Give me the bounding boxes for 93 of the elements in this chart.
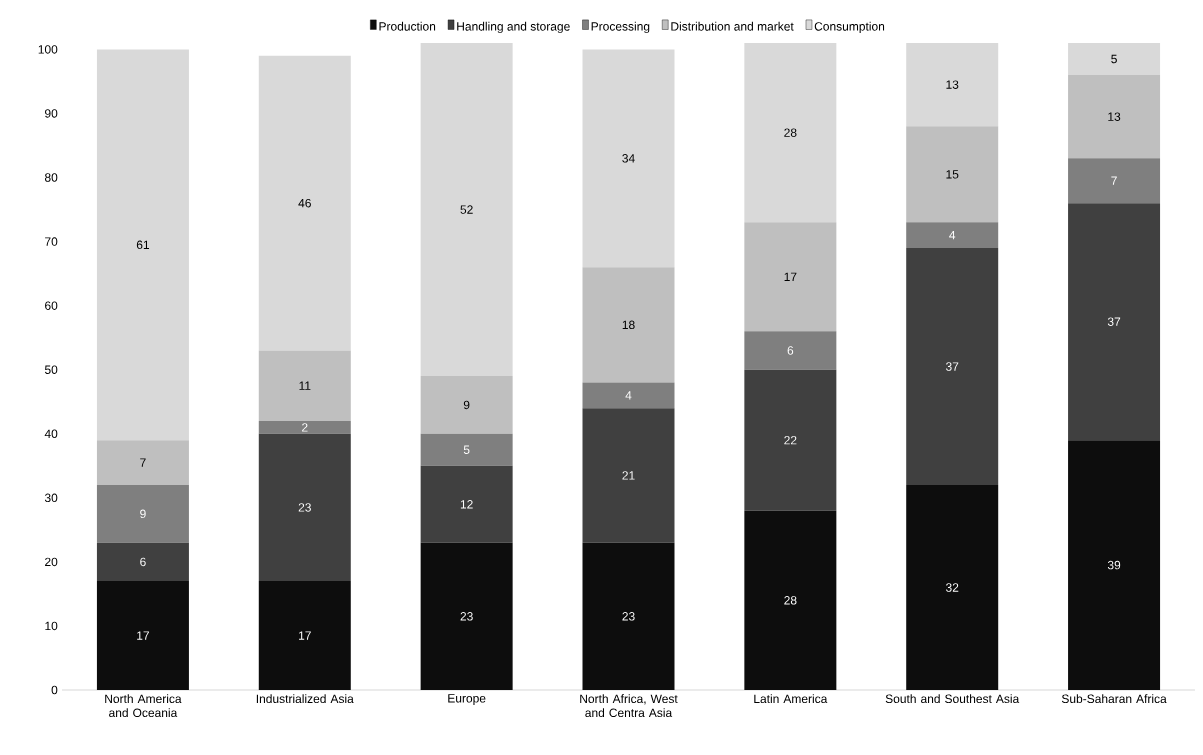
bar [744, 222, 837, 332]
y-tick-label: 80 [44, 173, 58, 182]
x-tick-label: Europe [448, 694, 486, 705]
legend-label: Distribution and market [671, 21, 794, 31]
bar [1068, 203, 1161, 441]
legend-label: Production [379, 21, 436, 31]
data-label: 61 [136, 240, 150, 250]
data-label: 21 [622, 471, 635, 480]
data-label: 17 [299, 631, 311, 640]
bar [582, 49, 675, 268]
bar [906, 42, 999, 127]
legend-label: Consumption [814, 21, 885, 34]
data-label: 12 [460, 500, 473, 509]
data-label: 23 [460, 612, 473, 621]
data-label: 46 [298, 198, 311, 208]
bar [744, 369, 837, 511]
data-label: 15 [946, 170, 959, 179]
legend-label: Processing [591, 21, 650, 34]
data-label: 23 [622, 612, 635, 621]
bar [258, 433, 351, 582]
y-tick-label: 50 [44, 365, 58, 374]
bar [582, 267, 675, 383]
data-label: 7 [1111, 176, 1117, 185]
data-label: 28 [784, 596, 797, 605]
data-label: 4 [949, 231, 956, 240]
bar [582, 408, 675, 543]
y-tick-label: 40 [44, 429, 58, 439]
bar [420, 433, 513, 466]
bar [96, 542, 189, 582]
y-tick-label: 60 [45, 301, 58, 310]
x-tick-label: North Africa, West and Centra Asia [580, 694, 678, 718]
x-tick-label: South and Southest Asia [885, 694, 1020, 704]
y-tick-label: 70 [45, 237, 58, 246]
x-tick-label: North America and Oceania [105, 694, 182, 718]
bar [420, 465, 513, 543]
bar [1068, 75, 1161, 159]
data-label: 18 [622, 320, 635, 330]
data-label: 28 [784, 128, 797, 137]
bar [258, 420, 351, 434]
data-label: 52 [460, 205, 473, 214]
bar [582, 382, 675, 409]
x-tick-label: Latin America [754, 694, 828, 704]
data-label: 11 [299, 381, 311, 390]
data-label: 13 [946, 80, 959, 89]
y-tick-label: 10 [45, 621, 58, 631]
data-label: 6 [140, 557, 146, 567]
bar [420, 42, 513, 377]
legend-label: Handling and storage [457, 21, 570, 34]
bar [744, 42, 837, 223]
bar [258, 581, 351, 690]
bar [906, 485, 999, 690]
data-label: 22 [784, 435, 797, 445]
y-tick-label: 0 [51, 685, 58, 695]
data-label: 39 [1107, 560, 1121, 570]
y-tick-label: 100 [38, 45, 58, 54]
data-label: 2 [302, 423, 308, 432]
bar [1068, 158, 1161, 204]
y-tick-label: 20 [45, 557, 58, 567]
bar [906, 222, 999, 248]
y-tick-label: 30 [44, 493, 58, 503]
bar [96, 581, 189, 690]
data-label: 23 [298, 503, 311, 512]
data-label: 34 [622, 154, 635, 163]
data-label: 6 [787, 346, 794, 355]
data-label: 7 [140, 458, 146, 467]
bar [744, 510, 837, 690]
data-label: 37 [945, 362, 959, 371]
data-label: 13 [1108, 112, 1121, 121]
bar [744, 331, 837, 370]
bar [420, 376, 513, 434]
data-label: 17 [137, 631, 150, 640]
bar [96, 49, 189, 441]
data-label: 17 [784, 272, 797, 281]
data-label: 9 [140, 509, 146, 519]
bar [906, 247, 999, 486]
data-label: 4 [625, 391, 632, 400]
data-label: 9 [463, 400, 470, 410]
bar [582, 542, 675, 690]
x-tick-label: Sub-Saharan Africa [1061, 694, 1167, 704]
bar [1068, 42, 1161, 76]
x-tick-label: Industrialized Asia [256, 694, 354, 704]
data-label: 37 [1107, 317, 1121, 326]
bar [906, 126, 999, 223]
y-tick-label: 90 [45, 109, 58, 118]
data-label: 5 [1111, 54, 1117, 64]
bar [420, 542, 513, 690]
bar [96, 485, 189, 543]
bar [258, 350, 351, 421]
bar [1068, 440, 1161, 690]
data-label: 5 [463, 445, 470, 454]
bar [96, 440, 189, 486]
bar [258, 55, 351, 351]
data-label: 32 [945, 583, 959, 592]
